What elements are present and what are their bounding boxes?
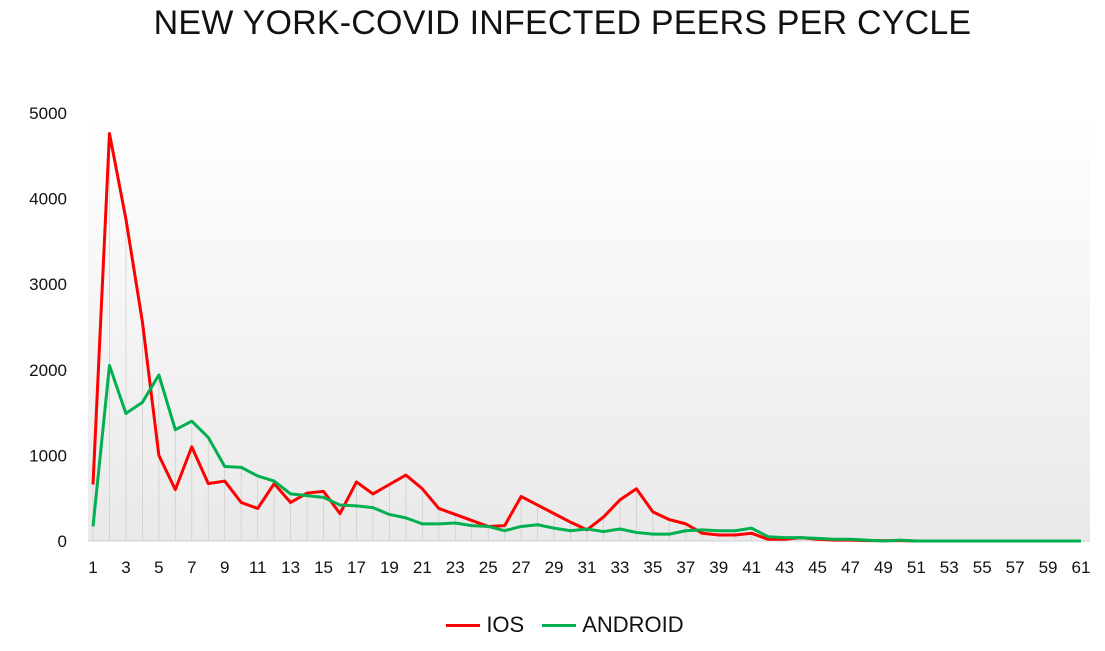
y-tick-label: 2000 xyxy=(29,361,67,380)
legend: IOS ANDROID xyxy=(0,612,1105,638)
x-tick-label: 49 xyxy=(874,558,893,577)
x-tick-label: 1 xyxy=(88,558,97,577)
x-tick-label: 33 xyxy=(610,558,629,577)
x-tick-label: 47 xyxy=(841,558,860,577)
y-tick-label: 0 xyxy=(58,532,67,551)
x-tick-label: 51 xyxy=(907,558,926,577)
x-tick-label: 21 xyxy=(413,558,432,577)
x-axis-ticks: 1 3 5 7 9 11 13 15 17 19 21 23 25 27 29 31 33 35 37 39 41 43 4… xyxy=(88,558,1090,577)
series-line-android xyxy=(91,364,1081,543)
x-tick-label: 55 xyxy=(973,558,992,577)
x-tick-label: 31 xyxy=(578,558,597,577)
x-tick-label: 3 xyxy=(121,558,130,577)
x-tick-label: 35 xyxy=(643,558,662,577)
y-tick-label: 3000 xyxy=(29,275,67,294)
x-tick-label: 39 xyxy=(709,558,728,577)
x-tick-label: 53 xyxy=(940,558,959,577)
x-tick-label: 41 xyxy=(742,558,761,577)
legend-label-android: ANDROID xyxy=(582,612,684,637)
y-axis-ticks: 0 1000 2000 3000 4000 5000 xyxy=(29,104,67,551)
x-tick-label: 9 xyxy=(220,558,229,577)
x-tick-label: 15 xyxy=(314,558,333,577)
x-tick-label: 17 xyxy=(347,558,366,577)
x-tick-label: 29 xyxy=(545,558,564,577)
x-tick-label: 23 xyxy=(446,558,465,577)
y-tick-label: 5000 xyxy=(29,104,67,123)
x-tick-label: 7 xyxy=(187,558,196,577)
legend-item-android: ANDROID xyxy=(542,612,684,638)
x-tick-label: 11 xyxy=(249,558,267,577)
x-tick-label: 59 xyxy=(1039,558,1058,577)
x-tick-label: 13 xyxy=(281,558,300,577)
x-tick-label: 19 xyxy=(380,558,399,577)
drop-lines xyxy=(92,133,901,541)
x-tick-label: 27 xyxy=(512,558,531,577)
series-lines xyxy=(91,132,1081,543)
legend-label-ios: IOS xyxy=(486,612,525,637)
legend-swatch-ios xyxy=(446,623,481,627)
legend-swatch-android xyxy=(542,623,577,627)
x-tick-label: 45 xyxy=(808,558,827,577)
plot-area xyxy=(88,113,1090,541)
x-tick-label: 37 xyxy=(676,558,695,577)
x-tick-label: 43 xyxy=(775,558,794,577)
y-tick-label: 4000 xyxy=(29,190,67,209)
legend-item-ios: IOS xyxy=(446,612,524,638)
x-tick-label: 57 xyxy=(1006,558,1025,577)
x-tick-label: 5 xyxy=(154,558,163,577)
x-tick-label: 25 xyxy=(479,558,498,577)
chart-title: NEW YORK-COVID INFECTED PEERS PER CYCLE xyxy=(153,4,972,42)
x-tick-label: 61 xyxy=(1072,558,1091,577)
y-tick-label: 1000 xyxy=(29,446,67,465)
